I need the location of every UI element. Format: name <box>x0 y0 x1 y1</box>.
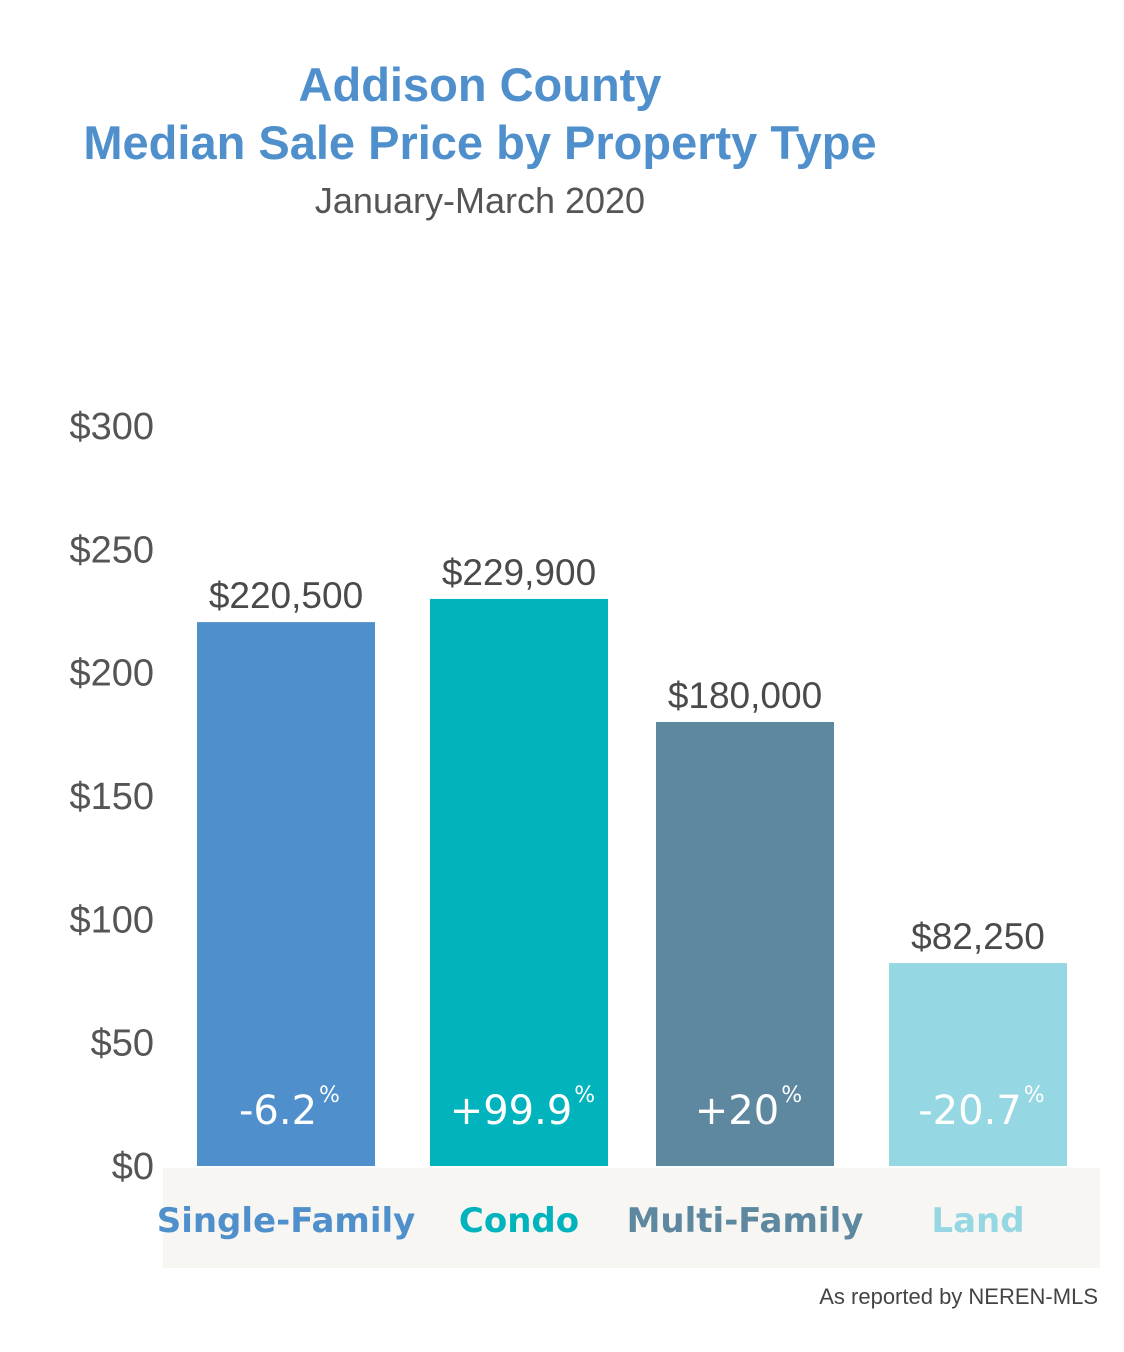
value-label: $220,500 <box>209 575 363 616</box>
y-tick-label: $50 <box>91 1023 154 1065</box>
change-label: +99.9 <box>450 1088 573 1134</box>
y-tick-label: $250 <box>69 529 154 571</box>
y-tick-label: $100 <box>69 899 154 941</box>
chart-subtitle: January-March 2020 <box>314 180 646 221</box>
percent-symbol: % <box>319 1083 340 1108</box>
percent-symbol: % <box>574 1083 595 1108</box>
y-tick-label: $300 <box>69 406 154 448</box>
chart-title-line1: Addison County <box>298 58 662 111</box>
bar <box>656 722 834 1166</box>
y-tick-label: $150 <box>69 776 154 818</box>
category-band <box>163 1168 1100 1268</box>
change-label: -6.2 <box>239 1088 317 1134</box>
category-label: Land <box>931 1201 1024 1241</box>
percent-symbol: % <box>781 1083 802 1108</box>
percent-symbol: % <box>1024 1083 1045 1108</box>
category-label: Single-Family <box>157 1201 416 1241</box>
change-label: -20.7 <box>918 1088 1022 1134</box>
chart-title-line2: Median Sale Price by Property Type <box>83 116 877 169</box>
value-label: $180,000 <box>668 675 822 716</box>
bar <box>889 963 1067 1166</box>
value-label: $229,900 <box>442 552 596 593</box>
y-tick-label: $200 <box>69 653 154 695</box>
value-label: $82,250 <box>911 916 1045 957</box>
bar <box>430 598 608 1166</box>
category-label: Multi-Family <box>627 1201 864 1241</box>
y-tick-label: $0 <box>112 1146 154 1188</box>
category-label: Condo <box>459 1201 579 1241</box>
bar <box>197 622 375 1166</box>
source-note: As reported by NEREN-MLS <box>819 1284 1098 1309</box>
change-label: +20 <box>695 1088 779 1134</box>
